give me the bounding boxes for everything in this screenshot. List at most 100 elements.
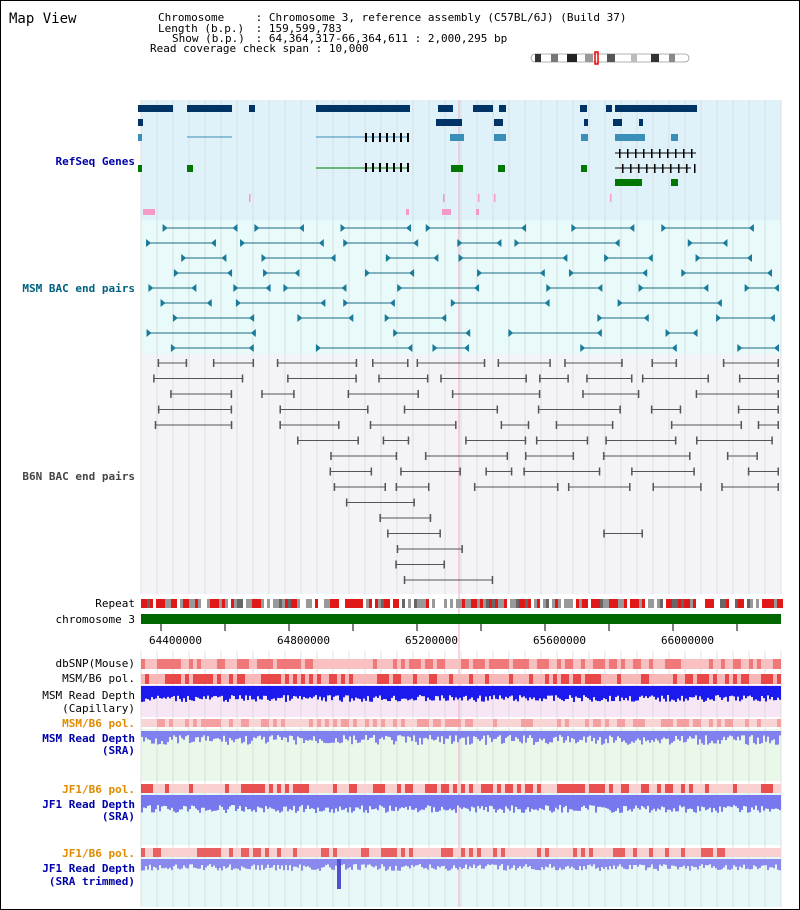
msm-pol-cell — [361, 674, 365, 684]
jf1-sra-depth-bar — [367, 795, 369, 813]
jf1-sra-depth-bar — [681, 795, 683, 808]
msm-cap-depth-bar — [271, 686, 273, 700]
jf1-trim-depth-bar — [599, 859, 601, 871]
jf1-sra-depth-bar — [267, 795, 269, 809]
jf1-trim-depth-bar — [615, 859, 617, 870]
jf1-trim-depth-bar — [703, 859, 705, 868]
dbsnp-cell — [317, 659, 321, 669]
depth-spike — [337, 859, 341, 889]
jf1-pol2-cell — [373, 848, 377, 857]
jf1-sra-depth-bar — [659, 795, 661, 810]
msm-cap-depth-bar — [275, 686, 277, 701]
jf1-trim-depth-bar — [483, 859, 485, 869]
msm-sra-depth-bar — [209, 731, 211, 742]
repeat-cell — [672, 599, 675, 608]
gene-exon — [386, 133, 388, 142]
msm-pol-cell — [601, 674, 605, 684]
msm-cap-depth-bar — [485, 686, 487, 697]
msm-sra-depth-bar — [239, 731, 241, 738]
jf1-pol2-cell — [545, 848, 549, 857]
bac-end — [413, 239, 419, 247]
msm-cap-depth-bar — [349, 686, 351, 702]
jf1-pol-cell — [549, 784, 553, 793]
msm-pol2-cell — [537, 719, 541, 727]
msm-sra-depth-bar — [343, 731, 345, 736]
msm-pol2-cell — [717, 719, 721, 727]
msm-sra-depth-bar — [579, 731, 581, 740]
jf1-pol-cell — [293, 784, 297, 793]
jf1-trim-depth-bar — [609, 859, 611, 867]
jf1-trim-depth-bar — [187, 859, 189, 869]
jf1-trim-depth-bar — [413, 859, 415, 867]
jf1-sra-depth-bar — [501, 795, 503, 810]
msm-sra-depth-bar — [163, 731, 165, 745]
repeat-cell — [255, 599, 258, 608]
dbsnp-cell — [173, 659, 177, 669]
jf1-pol2-cell — [569, 848, 573, 857]
msm-cap-depth-bar — [263, 686, 265, 696]
gene-exon — [393, 133, 395, 142]
jf1-pol2-cell — [345, 848, 349, 857]
dbsnp-cell — [349, 659, 353, 669]
dbsnp-cell — [157, 659, 161, 669]
jf1-depth-label-2: (SRA) — [101, 810, 135, 823]
msm-cap-depth-bar — [253, 686, 255, 700]
bac-end — [544, 299, 550, 307]
msm-bac-label[interactable]: MSM BAC end pairs — [22, 282, 135, 295]
msm-sra-depth-bar — [595, 731, 597, 744]
refseq-genes-label[interactable]: RefSeq Genes — [55, 155, 135, 168]
jf1-sra-depth-bar — [771, 795, 773, 809]
msm-cap-depth-bar — [647, 686, 649, 699]
jf1-pol2-cell — [529, 848, 533, 857]
dbsnp-cell — [573, 659, 577, 669]
b6n-end — [440, 374, 442, 383]
dbsnp-cell — [305, 659, 309, 669]
msm-sra-depth-bar — [149, 731, 151, 741]
jf1-pol-cell — [597, 784, 601, 793]
jf1-sra-depth-bar — [593, 795, 595, 806]
msm-pol-cell — [397, 674, 401, 684]
dbsnp-cell — [177, 659, 181, 669]
repeat-cell — [342, 599, 345, 608]
msm-cap-depth-bar — [277, 686, 279, 698]
jf1-trim-depth-bar — [427, 859, 429, 870]
msm-cap-depth-bar — [371, 686, 373, 702]
msm-pol-cell — [545, 674, 549, 684]
bac-end — [227, 269, 233, 277]
msm-cap-depth-bar — [439, 686, 441, 701]
repeat-cell — [324, 599, 327, 608]
ideogram-band — [551, 54, 558, 62]
jf1-sra-depth-bar — [773, 795, 775, 810]
msm-cap-depth-bar — [365, 686, 367, 701]
gene-block — [450, 134, 464, 141]
ideogram-band — [535, 54, 541, 62]
msm-pol-cell — [597, 674, 601, 684]
repeat-cell — [426, 599, 429, 608]
b6n-end — [641, 374, 644, 383]
msm-cap-depth-bar — [501, 686, 503, 699]
repeat-cell — [249, 599, 252, 608]
jf1-sra-depth-bar — [765, 795, 767, 809]
gene-block — [671, 179, 678, 186]
jf1-trim-depth-bar — [513, 859, 515, 866]
jf1-pol2-cell — [317, 848, 321, 857]
repeat-cell — [702, 599, 705, 608]
show-key: Show (b.p.) — [172, 32, 245, 45]
msm-pol-cell — [273, 674, 277, 684]
dbsnp-cell — [249, 659, 253, 669]
msm-sra-depth-bar — [747, 731, 749, 745]
msm-sra-depth-bar — [591, 731, 593, 742]
jf1-pol-cell — [533, 784, 537, 793]
b6n-bac-label[interactable]: B6N BAC end pairs — [22, 470, 135, 483]
dbsnp-cell — [773, 659, 777, 669]
jf1-trim-depth-bar — [223, 859, 225, 867]
dbsnp-cell — [505, 659, 509, 669]
repeat-cell — [519, 599, 522, 608]
jf1-sra-depth-bar — [677, 795, 679, 812]
msm-sra-depth-bar — [353, 731, 355, 736]
bac-end — [746, 254, 752, 262]
msm-cap-depth-bar — [433, 686, 435, 701]
bac-end — [297, 314, 303, 322]
msm-cap-depth-bar — [739, 686, 741, 702]
